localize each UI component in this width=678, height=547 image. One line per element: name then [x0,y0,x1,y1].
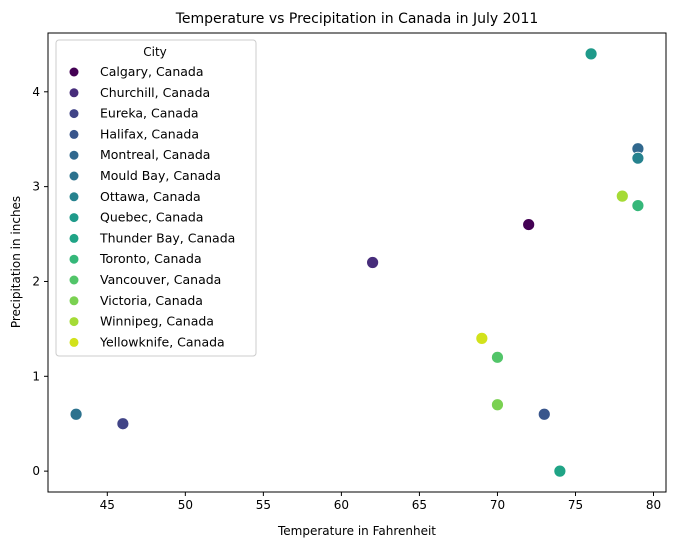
x-tick-label: 45 [100,498,115,512]
data-point [491,398,504,412]
legend-label: Vancouver, Canada [100,272,221,287]
legend-label: Quebec, Canada [100,210,203,225]
legend-item: Yellowknife, Canada [69,334,225,349]
legend-item: Thunder Bay, Canada [69,230,235,245]
data-point [631,199,645,212]
data-point [553,464,567,478]
legend-label: Calgary, Canada [100,64,204,79]
data-point [475,331,489,345]
y-tick-label: 1 [32,369,40,383]
data-point [537,407,551,421]
x-tick-label: 60 [334,498,349,512]
legend-label: Eureka, Canada [100,106,199,121]
x-tick-label: 70 [490,498,505,512]
data-point [491,350,504,364]
legend-item: Calgary, Canada [69,64,204,79]
x-tick-label: 50 [178,498,193,512]
legend-marker [69,129,79,139]
legend-marker [69,317,79,327]
data-point [631,151,645,165]
data-point [69,407,83,421]
x-tick-label: 80 [646,498,661,512]
legend-item: Toronto, Canada [69,251,202,266]
legend-item: Mould Bay, Canada [69,168,221,183]
chart-title: Temperature vs Precipitation in Canada i… [175,11,539,27]
legend-title: City [143,45,167,59]
legend-marker [69,192,79,202]
y-tick-label: 2 [32,274,40,288]
y-axis-label: Precipitation in inches [9,196,23,328]
x-axis-ticks: 45 50 55 60 65 70 75 80 [100,492,661,512]
legend-label: Yellowknife, Canada [99,334,225,349]
data-point [522,218,536,231]
legend-marker [69,233,79,243]
y-tick-label: 3 [32,180,40,194]
legend-marker [69,275,79,285]
x-tick-label: 55 [256,498,271,512]
legend-marker [69,254,79,264]
legend-label: Toronto, Canada [99,251,202,266]
legend-item: Eureka, Canada [69,106,199,121]
legend-marker [69,150,79,160]
legend-marker [69,213,79,223]
legend-label: Victoria, Canada [100,293,203,308]
legend-label: Mould Bay, Canada [100,168,221,183]
legend-item: Vancouver, Canada [69,272,221,287]
legend-marker [69,171,79,181]
legend-item: Montreal, Canada [69,147,210,162]
legend-label: Ottawa, Canada [100,189,201,204]
data-point [615,189,629,203]
data-points [69,47,645,478]
legend-item: Halifax, Canada [69,126,199,141]
legend-marker [69,88,79,98]
legend-label: Churchill, Canada [100,85,210,100]
legend-label: Winnipeg, Canada [100,314,214,329]
x-axis-label: Temperature in Fahrenheit [277,524,436,538]
y-axis-ticks: 0 1 2 3 4 [32,85,48,478]
x-tick-label: 75 [568,498,583,512]
legend-label: Montreal, Canada [100,147,210,162]
legend-item: Quebec, Canada [69,210,203,225]
legend: City Calgary, Canada Churchill, Canada Eur… [55,39,257,357]
legend-marker [69,109,79,119]
legend-item: Victoria, Canada [69,293,203,308]
legend-item: Ottawa, Canada [69,189,201,204]
legend-marker [69,67,79,77]
legend-label: Halifax, Canada [100,126,199,141]
legend-items: Calgary, Canada Churchill, Canada Eureka, … [69,64,235,349]
data-point [116,417,130,431]
legend-label: Thunder Bay, Canada [99,230,235,245]
legend-marker [69,337,79,347]
data-point [366,256,380,269]
x-tick-label: 65 [412,498,427,512]
plot-frame [47,32,667,493]
legend-item: Churchill, Canada [69,85,210,100]
data-point [584,47,598,61]
legend-marker [69,296,79,306]
y-tick-label: 0 [32,464,40,478]
legend-item: Winnipeg, Canada [69,314,214,329]
legend-box [55,39,257,357]
y-tick-label: 4 [32,85,40,99]
